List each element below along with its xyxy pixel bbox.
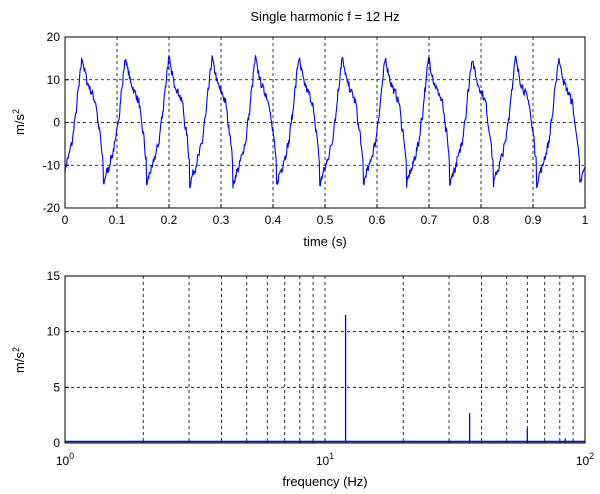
time-x-tick-label: 0.4 bbox=[265, 213, 282, 227]
spectrum-x-tick-base: 10 bbox=[576, 454, 590, 468]
time-x-tick-label: 0.8 bbox=[473, 213, 490, 227]
time-y-tick-label: 20 bbox=[47, 30, 61, 44]
time-y-tick-label: 0 bbox=[53, 116, 60, 130]
spectrum-ticks bbox=[65, 275, 574, 444]
time-y-tick-label: -20 bbox=[43, 201, 61, 215]
spectrum-grid bbox=[65, 276, 585, 443]
time-x-tick-label: 0.9 bbox=[525, 213, 542, 227]
time-x-tick-label: 0.7 bbox=[421, 213, 438, 227]
spectrum-x-tick-base: 10 bbox=[316, 454, 330, 468]
time-signal-line bbox=[64, 54, 586, 189]
time-y-tick-label: 10 bbox=[47, 73, 61, 87]
time-x-tick-label: 0.2 bbox=[161, 213, 178, 227]
time-x-axis-label: time (s) bbox=[303, 234, 346, 249]
time-x-tick-label: 0.3 bbox=[213, 213, 230, 227]
spectrum-y-tick-label: 5 bbox=[53, 380, 60, 394]
spectrum-x-tick-exponent: 2 bbox=[589, 451, 594, 461]
time-x-tick-label: 0.6 bbox=[369, 213, 386, 227]
time-x-tick-label: 0.1 bbox=[109, 213, 126, 227]
spectrum-y-axis-label: m/s2 bbox=[11, 347, 27, 373]
spectrum-x-tick-exponent: 1 bbox=[329, 451, 334, 461]
time-chart-title: Single harmonic f = 12 Hz bbox=[250, 9, 399, 24]
time-x-tick-labels: 0 0.1 0.2 0.3 0.4 0.5 0.6 0.7 0.8 0.9 1 bbox=[62, 213, 589, 227]
spectrum-x-tick-label: 102 bbox=[576, 451, 594, 468]
spectrum-y-tick-label: 10 bbox=[47, 325, 61, 339]
time-y-axis-unit: m/s bbox=[12, 114, 27, 135]
spectrum-y-axis-exponent: 2 bbox=[11, 347, 21, 352]
time-x-tick-label: 0 bbox=[62, 213, 69, 227]
time-signal-panel: 0 0.1 0.2 0.3 0.4 0.5 0.6 0.7 0.8 0.9 1 20 10 0 -10 -2… bbox=[11, 9, 589, 249]
time-y-tick-labels: 20 10 0 -10 -20 bbox=[43, 30, 61, 215]
time-x-tick-label: 0.5 bbox=[317, 213, 334, 227]
spectrum-x-tick-exponent: 0 bbox=[69, 451, 74, 461]
time-y-axis-label: m/s2 bbox=[11, 109, 27, 135]
spectrum-y-tick-label: 15 bbox=[47, 269, 61, 283]
spectrum-x-tick-base: 10 bbox=[56, 454, 70, 468]
time-grid bbox=[65, 37, 585, 208]
spectrum-x-tick-labels: 100 101 102 bbox=[56, 451, 594, 468]
time-series bbox=[64, 54, 586, 189]
time-ticks bbox=[64, 36, 586, 209]
spectrum-y-tick-label: 0 bbox=[53, 436, 60, 450]
spectrum-y-axis-unit: m/s bbox=[12, 352, 27, 373]
spectrum-x-tick-label: 100 bbox=[56, 451, 74, 468]
time-x-tick-label: 1 bbox=[582, 213, 589, 227]
spectrum-y-tick-labels: 15 10 5 0 bbox=[47, 269, 61, 450]
time-y-axis-exponent: 2 bbox=[11, 109, 21, 114]
spectrum-x-axis-label: frequency (Hz) bbox=[282, 474, 367, 489]
spectrum-x-tick-label: 101 bbox=[316, 451, 334, 468]
time-y-tick-label: -10 bbox=[43, 158, 61, 172]
